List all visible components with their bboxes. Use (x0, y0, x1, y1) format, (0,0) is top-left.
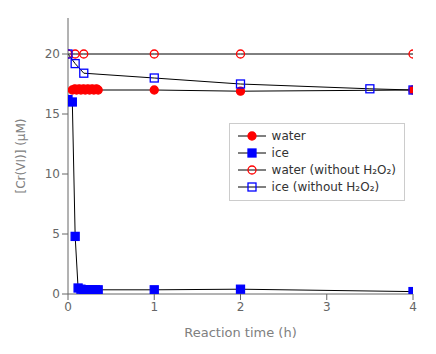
svg-text:10: 10 (45, 167, 60, 181)
svg-text:20: 20 (45, 47, 60, 61)
html-text:ice: ice (271, 146, 289, 160)
svg-text:1: 1 (150, 300, 158, 314)
svg-text:0: 0 (52, 287, 60, 301)
html-text:ice (without H₂O₂): ice (without H₂O₂) (271, 180, 380, 194)
svg-text:2: 2 (237, 300, 245, 314)
svg-text:5: 5 (52, 227, 60, 241)
svg-text:Reaction time (h): Reaction time (h) (184, 325, 296, 340)
svg-text:15: 15 (45, 107, 60, 121)
svg-text:[Cr(VI)] (μM): [Cr(VI)] (μM) (14, 119, 28, 194)
html-text:water: water (271, 129, 306, 143)
svg-text:4: 4 (409, 300, 417, 314)
svg-text:3: 3 (323, 300, 331, 314)
svg-text:0: 0 (64, 300, 72, 314)
html-text:water (without H₂O₂): water (without H₂O₂) (271, 163, 396, 177)
